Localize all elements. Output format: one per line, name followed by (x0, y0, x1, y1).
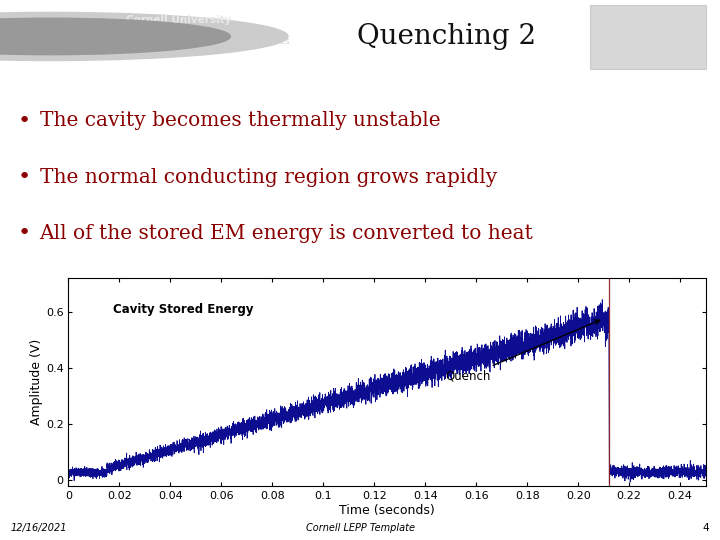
Text: Quenching 2: Quenching 2 (357, 23, 536, 50)
Text: The cavity becomes thermally unstable: The cavity becomes thermally unstable (40, 111, 440, 130)
Text: Quench: Quench (446, 320, 600, 382)
Text: •: • (18, 224, 31, 244)
Text: The normal conducting region grows rapidly: The normal conducting region grows rapid… (40, 167, 497, 187)
FancyBboxPatch shape (590, 5, 706, 69)
Circle shape (0, 12, 288, 60)
Text: •: • (18, 167, 31, 187)
Y-axis label: Amplitude (V): Amplitude (V) (30, 339, 43, 425)
Text: Cornell LEPP Template: Cornell LEPP Template (305, 523, 415, 534)
Text: Cavity Stored Energy: Cavity Stored Energy (113, 303, 253, 316)
Circle shape (0, 18, 230, 55)
Text: •: • (18, 111, 31, 131)
Text: Cornell University: Cornell University (126, 15, 231, 25)
Text: Laboratory for Elementary-Particle Physics: Laboratory for Elementary-Particle Physi… (126, 37, 289, 46)
Text: 4: 4 (703, 523, 709, 534)
X-axis label: Time (seconds): Time (seconds) (339, 504, 435, 517)
Text: All of the stored EM energy is converted to heat: All of the stored EM energy is converted… (40, 224, 534, 243)
Text: 12/16/2021: 12/16/2021 (11, 523, 67, 534)
